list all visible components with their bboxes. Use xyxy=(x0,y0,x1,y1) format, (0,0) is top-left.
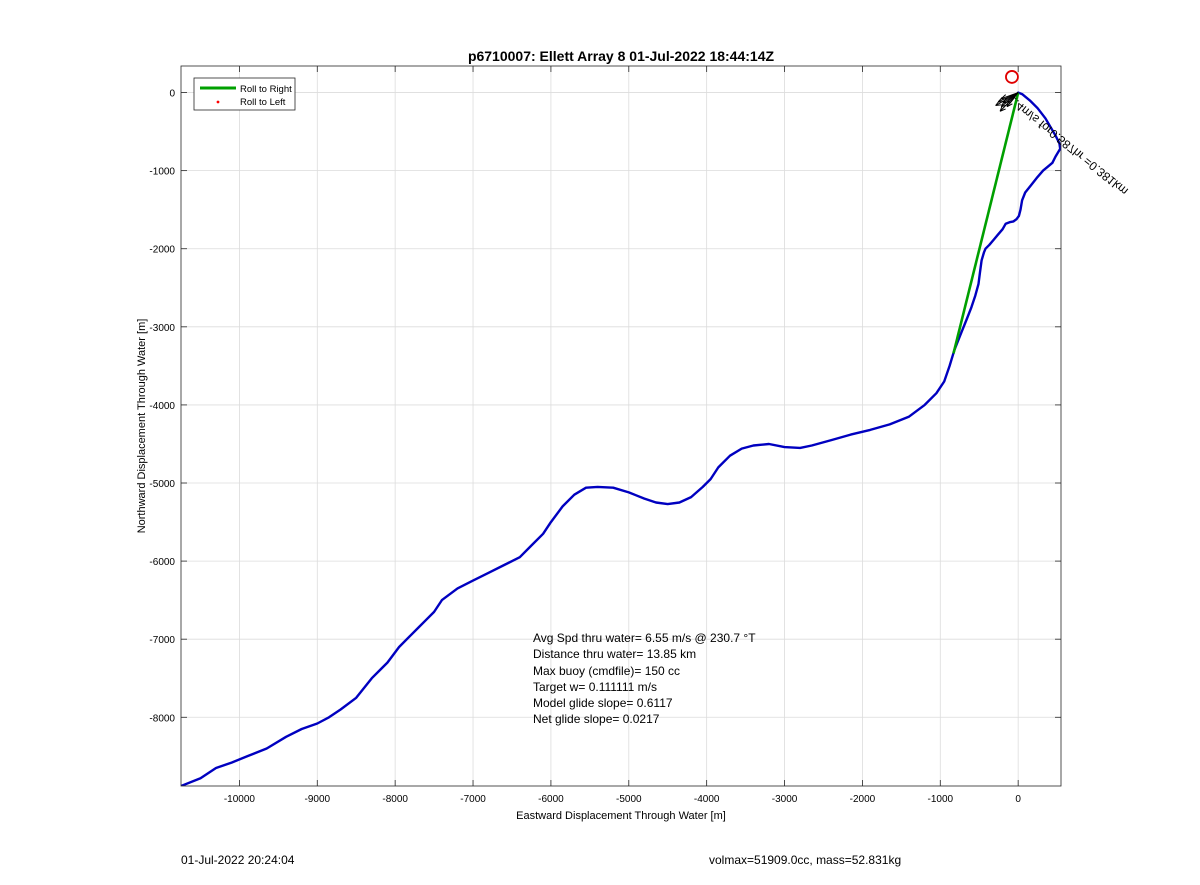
drift-arrow-head xyxy=(999,105,1003,112)
y-tick-label: -1000 xyxy=(149,167,175,178)
y-tick-label: -2000 xyxy=(149,245,175,256)
drift-arrow-head xyxy=(1006,103,1013,108)
x-tick-label: -2000 xyxy=(850,794,876,805)
legend-label-roll-right: Roll to Right xyxy=(240,84,292,95)
stat-target-w: Target w= 0.111111 m/s xyxy=(533,679,657,694)
x-tick-label: -6000 xyxy=(538,794,564,805)
drift-arrow xyxy=(1006,92,1019,108)
stat-avg-speed: Avg Spd thru water= 6.55 m/s @ 230.7 °T xyxy=(533,631,756,645)
x-tick-label: -4000 xyxy=(694,794,720,805)
x-tick-label: -3000 xyxy=(772,794,798,805)
x-tick-label: -9000 xyxy=(304,794,330,805)
grid-lines xyxy=(181,66,1061,786)
stat-max-buoy: Max buoy (cmdfile)= 150 cc xyxy=(533,663,681,678)
y-tick-label: -6000 xyxy=(149,557,175,568)
drift-arrow-head xyxy=(999,108,1006,112)
legend-box xyxy=(193,77,296,111)
legend-label-roll-left: Roll to Left xyxy=(240,97,286,108)
stat-net-glide: Net glide slope= 0.0217 xyxy=(533,712,660,727)
x-tick-label: -10000 xyxy=(224,794,256,805)
x-tick-label: -1000 xyxy=(928,794,954,805)
track-line xyxy=(181,91,1061,786)
y-tick-label: -7000 xyxy=(149,635,175,646)
legend-swatch-roll-left xyxy=(216,100,220,104)
x-tick-label: 0 xyxy=(1015,794,1021,805)
drift-arrow-head xyxy=(995,100,1000,106)
x-tick-label: -8000 xyxy=(382,794,408,805)
x-axis-label: Eastward Displacement Through Water [m] xyxy=(516,810,726,822)
plot-area-border xyxy=(180,65,1062,787)
y-tick-label: -8000 xyxy=(149,713,175,724)
roll-right-line xyxy=(952,92,1020,354)
ticks-layer: -10000 -9000 -8000 -7000 -6000 -5000 -4000 -300… xyxy=(149,66,1061,805)
drift-annotation: 1.4m/s for0.587hr =0.381km xyxy=(1005,93,1131,199)
y-tick-label: 0 xyxy=(169,89,175,100)
chart-title: p6710007: Ellett Array 8 01-Jul-2022 18:… xyxy=(468,48,775,64)
y-axis-label: Northward Displacement Through Water [m] xyxy=(136,319,148,534)
x-tick-label: -5000 xyxy=(616,794,642,805)
track-layer xyxy=(181,91,1061,786)
drift-arrow-head xyxy=(995,104,1002,107)
x-tick-label: -7000 xyxy=(460,794,486,805)
axes-frame xyxy=(180,65,1062,787)
stats-block: Avg Spd thru water= 6.55 m/s @ 230.7 °T … xyxy=(533,630,756,728)
y-tick-label: -3000 xyxy=(149,323,175,334)
y-tick-label: -5000 xyxy=(149,479,175,490)
y-tick-label: -4000 xyxy=(149,401,175,412)
footer-mass-info: volmax=51909.0cc, mass=52.831kg xyxy=(709,853,902,867)
stat-distance: Distance thru water= 13.85 km xyxy=(533,647,697,662)
drift-arrow-head xyxy=(1006,100,1010,107)
footer-timestamp: 01-Jul-2022 20:24:04 xyxy=(181,853,295,867)
legend: Roll to Right Roll to Left xyxy=(193,77,296,111)
stat-model-glide: Model glide slope= 0.6117 xyxy=(533,696,673,711)
target-marker-circle xyxy=(1005,70,1019,84)
